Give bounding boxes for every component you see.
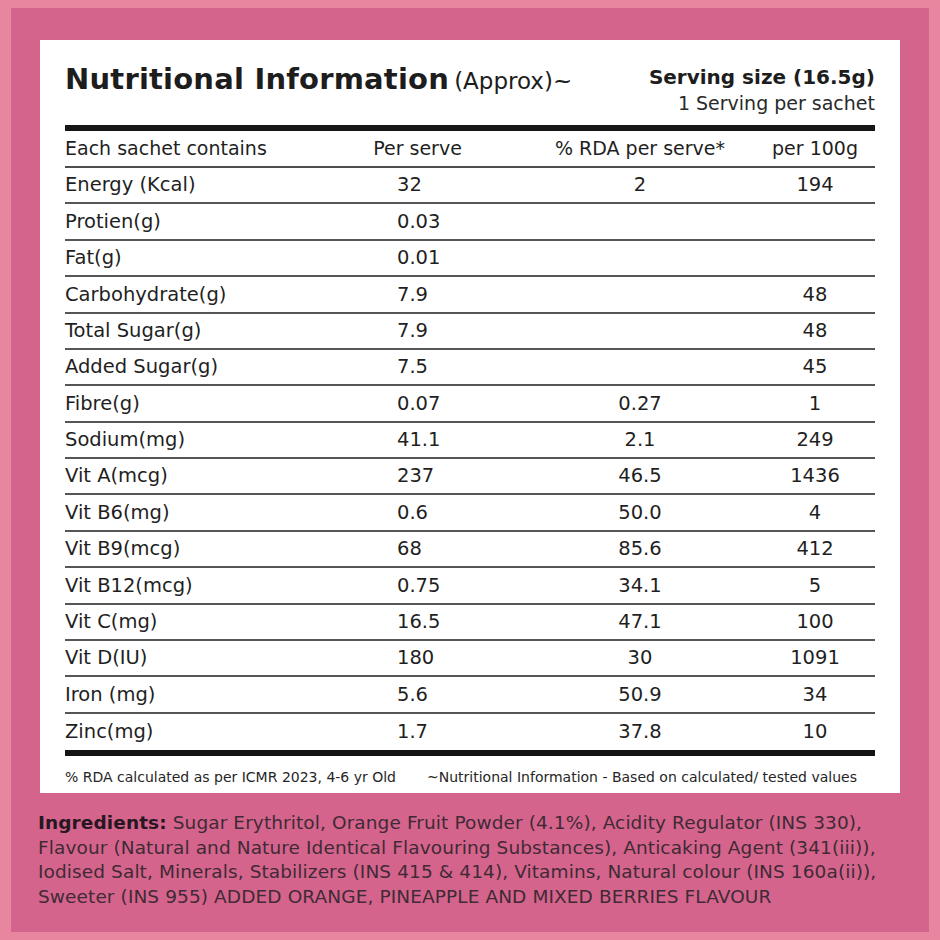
- per-serve-cell: 0.07: [365, 394, 525, 414]
- table-row: Vit B9(mcg)6885.6412: [65, 532, 875, 568]
- table-row: Carbohydrate(g)7.9 48: [65, 277, 875, 313]
- per-serve-cell: 0.6: [365, 503, 525, 523]
- rda-per-serve-cell: 0.27: [525, 394, 755, 414]
- per-100g-cell: 249: [755, 430, 875, 450]
- title-suffix: (Approx)~: [454, 68, 572, 94]
- nutrient-cell: Vit B9(mcg): [65, 539, 365, 559]
- table-row: Sodium(mg)41.12.1249: [65, 423, 875, 459]
- nutrient-cell: Fibre(g): [65, 394, 365, 414]
- per-serve-cell: 0.03: [365, 212, 525, 232]
- table-row: Vit C(mg)16.547.1100: [65, 605, 875, 641]
- rda-per-serve-cell: 34.1: [525, 576, 755, 596]
- nutrition-table-body: Energy (Kcal)322194Protien(g)0.03Fat(g)0…: [65, 168, 875, 750]
- footnotes: % RDA calculated as per ICMR 2023, 4-6 y…: [65, 769, 875, 785]
- nutrition-label-card: Nutritional Information (Approx)~ Servin…: [40, 40, 900, 793]
- title-text: Nutritional Information: [65, 62, 449, 96]
- per-100g-cell: 4: [755, 503, 875, 523]
- rda-per-serve-cell: 2.1: [525, 430, 755, 450]
- nutrient-cell: Added Sugar(g): [65, 357, 365, 377]
- serving-info: Serving size (16.5g) 1 Serving per sache…: [649, 62, 875, 117]
- per-100g-cell: 1436: [755, 466, 875, 486]
- per-serve-cell: 1.7: [365, 722, 525, 742]
- per-100g-cell: 412: [755, 539, 875, 559]
- rda-per-serve-cell: 46.5: [525, 466, 755, 486]
- per-100g-cell: 45: [755, 357, 875, 377]
- per-100g-cell: 48: [755, 285, 875, 305]
- per-serve-cell: 0.75: [365, 576, 525, 596]
- per-serve-cell: 7.9: [365, 285, 525, 305]
- table-bottom-rule: [65, 750, 875, 756]
- nutrient-cell: Vit B6(mg): [65, 503, 365, 523]
- nutrient-cell: Fat(g): [65, 248, 365, 268]
- table-row: Protien(g)0.03: [65, 204, 875, 240]
- nutrient-cell: Vit B12(mcg): [65, 576, 365, 596]
- nutrient-cell: Vit A(mcg): [65, 466, 365, 486]
- nutrient-cell: Iron (mg): [65, 685, 365, 705]
- per-100g-cell: 34: [755, 685, 875, 705]
- table-row: Zinc(mg)1.737.810: [65, 714, 875, 750]
- column-header-per-serve: Per serve: [365, 139, 525, 158]
- nutrient-cell: Protien(g): [65, 212, 365, 232]
- per-serve-cell: 68: [365, 539, 525, 559]
- per-100g-cell: 5: [755, 576, 875, 596]
- nutrient-cell: Sodium(mg): [65, 430, 365, 450]
- table-row: Fibre(g)0.070.271: [65, 386, 875, 422]
- label-header: Nutritional Information (Approx)~ Servin…: [65, 40, 875, 131]
- nutrient-cell: Vit D(IU): [65, 648, 365, 668]
- table-row: Fat(g)0.01: [65, 241, 875, 277]
- per-100g-cell: 1: [755, 394, 875, 414]
- per-serve-cell: 32: [365, 175, 525, 195]
- per-serve-cell: 0.01: [365, 248, 525, 268]
- nutrient-cell: Energy (Kcal): [65, 175, 365, 195]
- column-header-per-100g: per 100g: [755, 139, 875, 158]
- rda-per-serve-cell: 50.9: [525, 685, 755, 705]
- per-100g-cell: 10: [755, 722, 875, 742]
- table-row: Vit B6(mg)0.650.04: [65, 495, 875, 531]
- per-serve-cell: 41.1: [365, 430, 525, 450]
- rda-per-serve-cell: 50.0: [525, 503, 755, 523]
- servings-per-sachet-text: 1 Serving per sachet: [649, 91, 875, 117]
- rda-footnote: % RDA calculated as per ICMR 2023, 4-6 y…: [65, 769, 396, 785]
- rda-per-serve-cell: 47.1: [525, 612, 755, 632]
- per-serve-cell: 5.6: [365, 685, 525, 705]
- per-serve-cell: 180: [365, 648, 525, 668]
- nutritional-info-footnote: ~Nutritional Information - Based on calc…: [427, 769, 875, 785]
- table-row: Vit A(mcg)23746.51436: [65, 459, 875, 495]
- table-row: Total Sugar(g)7.9 48: [65, 314, 875, 350]
- per-100g-cell: 194: [755, 175, 875, 195]
- nutrient-cell: Vit C(mg): [65, 612, 365, 632]
- table-row: Vit B12(mcg)0.7534.15: [65, 568, 875, 604]
- table-row: Added Sugar(g)7.5 45: [65, 350, 875, 386]
- per-serve-cell: 7.5: [365, 357, 525, 377]
- rda-per-serve-cell: 2: [525, 175, 755, 195]
- nutrient-cell: Total Sugar(g): [65, 321, 365, 341]
- page-title: Nutritional Information (Approx)~: [65, 62, 572, 96]
- page-frame: Nutritional Information (Approx)~ Servin…: [0, 0, 940, 940]
- per-100g-cell: 100: [755, 612, 875, 632]
- table-header-row: Each sachet contains Per serve % RDA per…: [65, 131, 875, 168]
- per-100g-cell: 48: [755, 321, 875, 341]
- per-serve-cell: 16.5: [365, 612, 525, 632]
- ingredients-label: Ingredients:: [38, 812, 167, 833]
- ingredients-section: Ingredients: Sugar Erythritol, Orange Fr…: [38, 811, 914, 909]
- table-row: Energy (Kcal)322194: [65, 168, 875, 204]
- table-row: Iron (mg)5.650.934: [65, 677, 875, 713]
- per-serve-cell: 237: [365, 466, 525, 486]
- serving-size-text: Serving size (16.5g): [649, 64, 875, 91]
- column-header-rda-per-serve: % RDA per serve*: [525, 139, 755, 158]
- rda-per-serve-cell: 85.6: [525, 539, 755, 559]
- table-row: Vit D(IU)180301091: [65, 641, 875, 677]
- per-100g-cell: 1091: [755, 648, 875, 668]
- nutrient-cell: Zinc(mg): [65, 722, 365, 742]
- rda-per-serve-cell: 30: [525, 648, 755, 668]
- rda-per-serve-cell: 37.8: [525, 722, 755, 742]
- nutrient-cell: Carbohydrate(g): [65, 285, 365, 305]
- per-serve-cell: 7.9: [365, 321, 525, 341]
- column-header-nutrient: Each sachet contains: [65, 139, 365, 158]
